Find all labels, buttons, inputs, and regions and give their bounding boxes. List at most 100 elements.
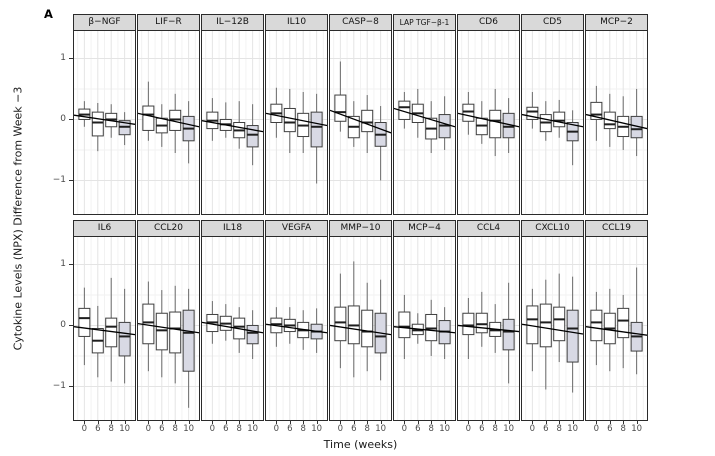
facet-strip: LIF−R <box>137 14 200 31</box>
facet-panel-IL6: IL6 <box>73 220 136 421</box>
x-tick-mark <box>161 420 163 424</box>
x-tick-label: 0 <box>593 424 600 434</box>
facet-plot <box>521 31 584 215</box>
x-tick-label: 10 <box>439 424 451 434</box>
boxplot-week-10 <box>566 309 579 363</box>
x-tick-mark <box>252 420 254 424</box>
boxplot-week-8 <box>553 306 566 342</box>
x-tick-mark <box>316 420 318 424</box>
x-tick-mark <box>417 420 419 424</box>
x-tick-mark <box>596 420 598 424</box>
boxplot-week-10 <box>246 324 259 345</box>
facet-strip: IL10 <box>265 14 328 31</box>
y-tick-mark <box>69 119 73 121</box>
x-tick-label: 10 <box>247 424 259 434</box>
x-tick-label: 0 <box>529 424 536 434</box>
x-tick-label: 8 <box>300 424 306 434</box>
x-tick-mark <box>623 420 625 424</box>
x-tick-mark <box>212 420 214 424</box>
boxplot-week-6 <box>475 312 488 334</box>
facet-plot <box>393 237 456 421</box>
boxplot-week-10 <box>118 321 131 357</box>
boxplot-week-0 <box>462 103 475 122</box>
facet-panel-CASP−8: CASP−8 <box>329 14 392 215</box>
boxplot-week-0 <box>142 303 155 345</box>
facet-plot <box>265 237 328 421</box>
x-tick-label: 0 <box>273 424 280 434</box>
x-tick-mark <box>353 420 355 424</box>
x-tick-mark <box>495 420 497 424</box>
x-tick-label: 10 <box>375 424 387 434</box>
x-tick-mark <box>239 420 241 424</box>
x-tick-label: 8 <box>492 424 498 434</box>
facet-plot <box>457 31 520 215</box>
y-axis-title: Cytokine Levels (NPX) Difference from We… <box>11 86 25 351</box>
facet-strip: MCP−4 <box>393 220 456 237</box>
x-tick-mark <box>609 420 611 424</box>
boxplot-week-0 <box>590 101 603 120</box>
figure-panel-label: A <box>44 7 53 21</box>
y-tick-mark <box>69 58 73 60</box>
facet-plot <box>585 237 648 421</box>
boxplot-week-6 <box>155 312 168 351</box>
boxplot-week-10 <box>246 125 259 148</box>
facet-plot <box>137 237 200 421</box>
boxplot-week-6 <box>91 111 104 137</box>
x-tick-label: 6 <box>415 424 421 434</box>
boxplot-week-8 <box>361 109 374 133</box>
facet-panel-MCP−2: MCP−2 <box>585 14 648 215</box>
boxplot-week-0 <box>78 307 91 337</box>
x-tick-mark <box>481 420 483 424</box>
boxplot-week-6 <box>539 303 552 348</box>
x-tick-label: 6 <box>479 424 485 434</box>
y-tick-mark <box>69 386 73 388</box>
boxplot-week-0 <box>334 94 347 122</box>
x-tick-mark <box>148 420 150 424</box>
x-tick-mark <box>340 420 342 424</box>
facet-strip: CCL4 <box>457 220 520 237</box>
x-tick-label: 0 <box>209 424 216 434</box>
x-tick-mark <box>303 420 305 424</box>
facet-plot <box>393 31 456 215</box>
facet-strip: CXCL10 <box>521 220 584 237</box>
facet-strip: MCP−2 <box>585 14 648 31</box>
x-tick-label: 8 <box>556 424 562 434</box>
x-tick-label: 6 <box>287 424 293 434</box>
facet-panel-LAP TGF−β-1: LAP TGF−β-1 <box>393 14 456 215</box>
boxplot-week-0 <box>526 106 539 120</box>
facet-strip: MMP−10 <box>329 220 392 237</box>
x-tick-label: 0 <box>145 424 152 434</box>
boxplot-week-10 <box>310 111 323 148</box>
x-tick-label: 8 <box>236 424 242 434</box>
y-tick-label: −1 <box>52 174 66 185</box>
facet-plot <box>329 237 392 421</box>
x-tick-mark <box>545 420 547 424</box>
facet-panel-LIF−R: LIF−R <box>137 14 200 215</box>
x-tick-mark <box>532 420 534 424</box>
x-tick-label: 8 <box>428 424 434 434</box>
x-tick-label: 8 <box>172 424 178 434</box>
facet-plot <box>329 31 392 215</box>
y-tick-mark <box>69 325 73 327</box>
x-tick-label: 10 <box>119 424 131 434</box>
x-tick-mark <box>111 420 113 424</box>
x-tick-mark <box>97 420 99 424</box>
facet-plot <box>201 237 264 421</box>
boxplot-week-10 <box>502 318 515 351</box>
facet-panel-CCL19: CCL19 <box>585 220 648 421</box>
facet-plot <box>201 31 264 215</box>
facet-panel-IL18: IL18 <box>201 220 264 421</box>
x-tick-mark <box>404 420 406 424</box>
facet-strip: VEGFA <box>265 220 328 237</box>
facet-strip: β−NGF <box>73 14 136 31</box>
x-tick-label: 0 <box>337 424 344 434</box>
x-tick-label: 10 <box>631 424 643 434</box>
y-tick-label: 1 <box>60 52 66 63</box>
facet-plot <box>137 31 200 215</box>
facet-strip: CD5 <box>521 14 584 31</box>
y-tick-mark <box>69 264 73 266</box>
x-axis-title: Time (weeks) <box>323 438 398 451</box>
facet-panel-CCL4: CCL4 <box>457 220 520 421</box>
boxplot-week-0 <box>462 312 475 336</box>
x-tick-label: 6 <box>351 424 357 434</box>
